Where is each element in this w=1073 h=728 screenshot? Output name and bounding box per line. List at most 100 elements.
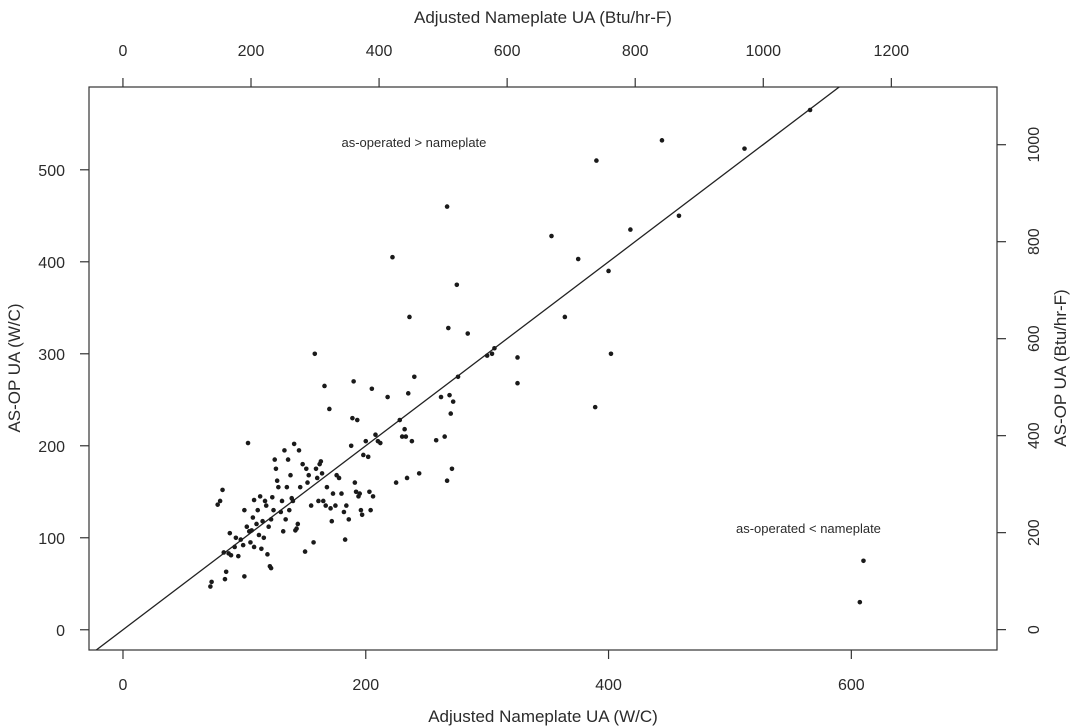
data-point [279, 498, 285, 504]
data-point [405, 391, 411, 396]
data-point [575, 256, 581, 262]
data-point [318, 459, 324, 464]
data-point [319, 471, 325, 476]
y-tick-label: 100 [38, 531, 65, 548]
data-point [285, 457, 291, 462]
data-point [397, 417, 403, 423]
data-point [233, 535, 239, 541]
data-point [358, 507, 364, 513]
data-point [393, 480, 399, 485]
data-point [353, 489, 359, 495]
data-point [242, 507, 247, 513]
data-point [251, 544, 257, 550]
y-tick-label: 200 [38, 439, 65, 456]
data-point [274, 478, 280, 484]
data-point [416, 471, 422, 476]
data-point [438, 394, 444, 400]
data-point [248, 540, 253, 545]
x-tick-label: 200 [352, 677, 379, 694]
data-point [296, 448, 302, 453]
x2-tick-label: 800 [622, 43, 649, 60]
data-point [328, 506, 333, 511]
data-point [594, 158, 599, 163]
data-point [403, 434, 409, 439]
data-point [268, 517, 274, 522]
data-point [283, 517, 288, 522]
data-point [385, 394, 390, 400]
y-tick-label: 400 [38, 255, 65, 272]
x-axis-title-bottom: Adjusted Nameplate UA (W/C) [428, 707, 658, 726]
x2-tick-label: 400 [366, 43, 393, 60]
data-point [361, 452, 366, 458]
data-point [659, 138, 665, 143]
x2-tick-label: 1200 [874, 43, 910, 60]
data-point [324, 484, 330, 490]
data-point [412, 374, 417, 380]
data-point [339, 491, 344, 496]
data-point [276, 484, 281, 490]
data-point [282, 448, 287, 453]
data-point [238, 537, 244, 542]
data-point [348, 443, 354, 449]
y-axis-left: 0 100 200 300 400 500 [38, 163, 89, 640]
data-point [232, 544, 237, 550]
data-point [346, 517, 352, 522]
data-point [444, 478, 450, 484]
data-point [269, 494, 275, 500]
data-point [322, 383, 327, 389]
data-point [261, 535, 267, 541]
data-point [297, 484, 303, 490]
data-point [447, 392, 452, 398]
data-point [450, 399, 456, 404]
y2-tick-label: 400 [1026, 422, 1043, 449]
data-point [313, 466, 319, 472]
data-point [807, 107, 813, 113]
data-point [351, 379, 356, 384]
data-point [363, 438, 369, 444]
data-point [302, 549, 308, 554]
data-point [251, 497, 257, 503]
data-point [242, 574, 247, 579]
data-point [442, 434, 447, 439]
data-point [288, 472, 293, 478]
data-point [444, 204, 450, 209]
data-point [305, 480, 310, 485]
data-point [316, 498, 321, 504]
annotation-below-line: as-operated < nameplate [736, 521, 881, 536]
data-point [857, 599, 863, 605]
data-point [448, 411, 454, 416]
y-axis-title-right: AS-OP UA (Btu/hr-F) [1051, 289, 1070, 446]
data-point [608, 351, 614, 357]
data-point [433, 437, 439, 443]
data-point [221, 550, 227, 555]
data-point [369, 386, 375, 392]
data-point [286, 507, 292, 513]
data-point [367, 489, 372, 495]
x-axis-bottom: 0 200 400 600 [119, 650, 865, 694]
data-point [409, 438, 415, 444]
data-point [342, 537, 348, 542]
data-point [244, 524, 250, 530]
x-tick-label: 0 [119, 677, 128, 694]
data-point [399, 434, 405, 439]
data-point [390, 254, 395, 260]
data-point [404, 475, 410, 481]
data-point [492, 345, 497, 351]
data-point [329, 518, 335, 524]
data-point [350, 415, 355, 421]
data-point [373, 432, 378, 438]
data-point [368, 507, 373, 513]
y-tick-label: 500 [38, 163, 65, 180]
x2-tick-label: 200 [238, 43, 265, 60]
data-point [256, 532, 262, 538]
x-tick-label: 400 [595, 677, 622, 694]
x-axis-top: 0 200 400 600 800 1000 1200 [118, 43, 909, 87]
data-point [227, 530, 233, 536]
x-tick-label: 600 [838, 677, 865, 694]
data-point [606, 268, 611, 274]
data-point [240, 542, 246, 548]
data-point [245, 440, 251, 446]
data-point [271, 507, 276, 513]
data-point [354, 417, 360, 423]
data-point [254, 521, 259, 527]
